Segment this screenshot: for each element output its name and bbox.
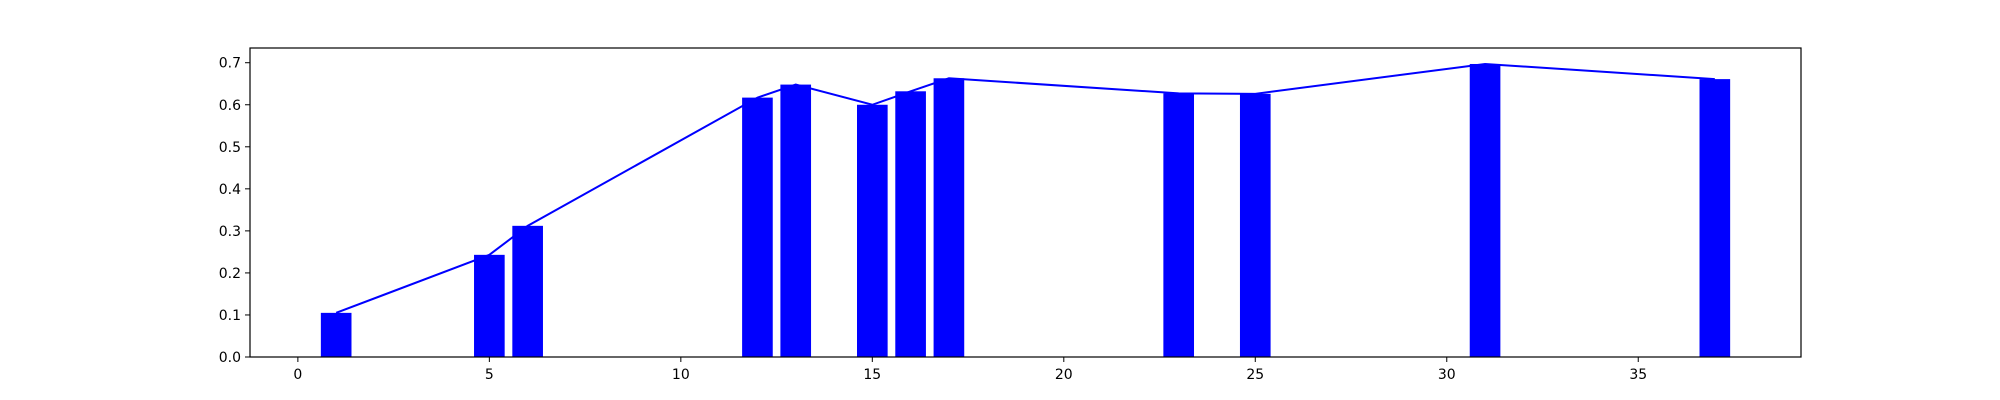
- x-axis: 0 5 10 15 20 25 30 35: [293, 357, 1647, 383]
- y-tick-label-7: 0.7: [219, 56, 241, 72]
- bar-1: [320, 312, 352, 357]
- bar-group: [320, 63, 1731, 358]
- y-tick-label-6: 0.6: [219, 98, 241, 114]
- bar-12: [1699, 79, 1731, 358]
- x-tick-label-3: 15: [863, 367, 881, 383]
- bar-10: [1239, 93, 1271, 357]
- y-tick-label-5: 0.5: [219, 140, 241, 156]
- x-tick-label-5: 25: [1246, 367, 1264, 383]
- bar-3: [512, 225, 543, 357]
- x-tick-label-2: 10: [672, 367, 690, 383]
- series-line: [335, 62, 1715, 314]
- plot-area-frame: [249, 47, 1802, 358]
- y-axis: 0.0 0.1 0.2 0.3 0.4 0.5 0.6 0.7: [219, 56, 250, 366]
- bar-6: [857, 104, 888, 357]
- bar-11: [1469, 63, 1501, 357]
- x-tick-label-6: 30: [1438, 367, 1456, 383]
- bar-7: [895, 91, 926, 358]
- bar-5: [780, 84, 812, 357]
- bar-8: [933, 78, 965, 358]
- y-tick-label-4: 0.4: [219, 182, 241, 198]
- x-tick-label-7: 35: [1629, 367, 1647, 383]
- x-tick-label-1: 5: [485, 367, 494, 383]
- bar-4: [742, 97, 773, 358]
- bar-9: [1163, 93, 1195, 358]
- y-tick-label-3: 0.3: [219, 224, 241, 240]
- x-tick-label-4: 20: [1055, 367, 1073, 383]
- y-tick-label-2: 0.2: [219, 266, 241, 282]
- y-tick-label-1: 0.1: [219, 308, 241, 324]
- bar-2: [474, 254, 505, 357]
- y-tick-label-0: 0.0: [219, 350, 241, 366]
- line-group: [335, 62, 1715, 314]
- x-tick-label-0: 0: [293, 367, 302, 383]
